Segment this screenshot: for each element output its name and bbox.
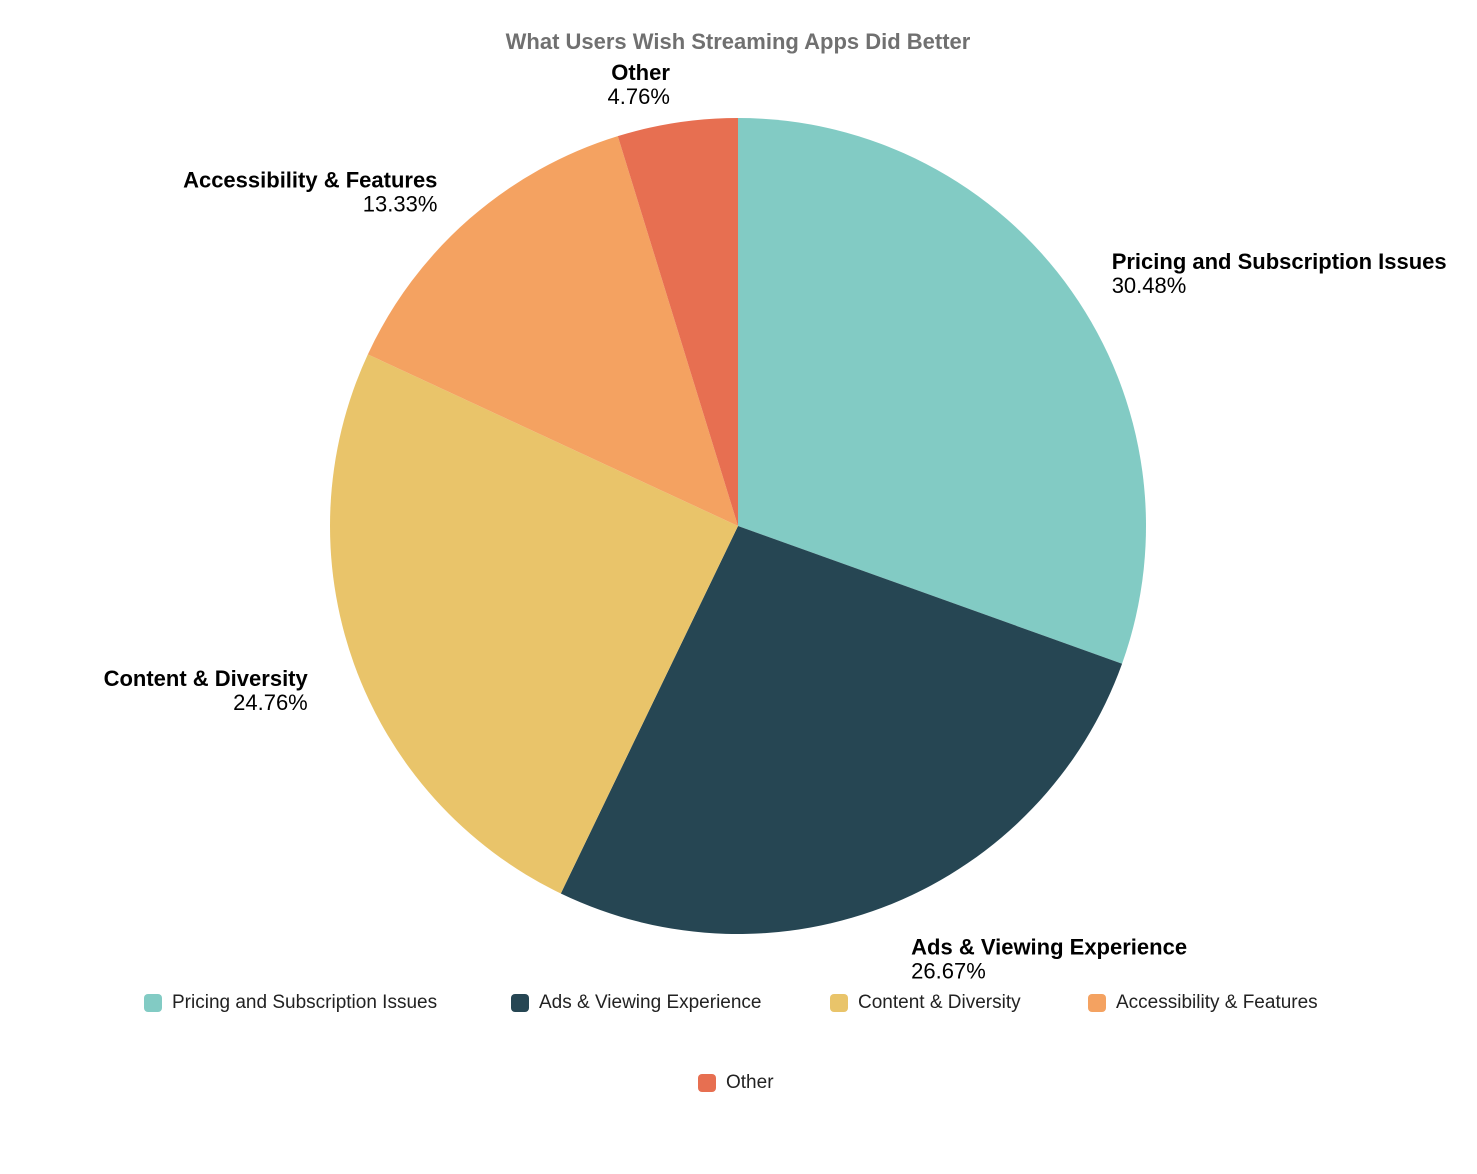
slice-value-label: 24.76% — [233, 690, 308, 715]
slice-label: Accessibility & Features — [183, 168, 437, 193]
legend-swatch — [698, 1074, 716, 1092]
slice-label: Ads & Viewing Experience — [911, 935, 1187, 960]
legend-label: Other — [726, 1072, 774, 1093]
pie-slice — [617, 118, 738, 526]
pie-slice — [560, 526, 1123, 935]
slice-label: Pricing and Subscription Issues — [1112, 249, 1447, 274]
slice-label: Content & Diversity — [104, 666, 309, 691]
legend-label: Ads & Viewing Experience — [539, 992, 762, 1013]
legend-swatch — [830, 994, 848, 1012]
pie-slice — [738, 118, 1147, 664]
pie-slice — [367, 136, 738, 526]
legend-label: Content & Diversity — [858, 992, 1021, 1013]
legend-label: Pricing and Subscription Issues — [172, 992, 437, 1013]
legend-swatch — [1088, 994, 1106, 1012]
legend-label: Accessibility & Features — [1116, 992, 1318, 1013]
slice-value-label: 30.48% — [1112, 273, 1187, 298]
slice-value-label: 26.67% — [911, 959, 986, 984]
legend-swatch — [511, 994, 529, 1012]
slice-label: Other — [611, 60, 670, 85]
slice-value-label: 13.33% — [363, 192, 438, 217]
chart-title: What Users Wish Streaming Apps Did Bette… — [506, 29, 971, 54]
legend-swatch — [144, 994, 162, 1012]
pie-slice — [330, 354, 738, 894]
slice-value-label: 4.76% — [608, 84, 670, 109]
